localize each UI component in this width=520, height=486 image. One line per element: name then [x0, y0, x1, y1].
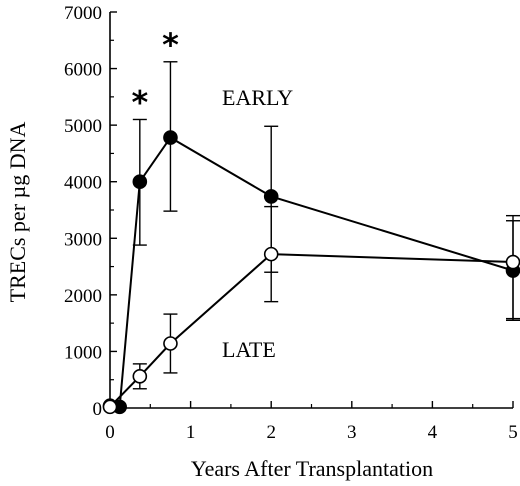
marker-early	[132, 174, 148, 190]
significance-star: *	[162, 26, 179, 64]
x-axis-title: Years After Transplantation	[191, 456, 433, 481]
x-tick-label: 1	[186, 422, 196, 443]
series-label-late: LATE	[222, 337, 276, 362]
y-tick-label: 1000	[64, 342, 102, 363]
marker-late	[263, 246, 279, 262]
y-tick-label: 7000	[64, 3, 102, 24]
y-tick-label: 0	[93, 399, 103, 420]
y-axis-ticks: 0 1000 2000 3000 4000 5000 6000 7000	[64, 3, 117, 420]
annotation-layer: **	[131, 26, 179, 122]
y-tick-label: 3000	[64, 229, 102, 250]
y-tick-label: 5000	[64, 116, 102, 137]
x-tick-label: 3	[347, 422, 357, 443]
marker-late	[163, 336, 178, 351]
y-tick-label: 4000	[64, 173, 102, 194]
series-label-early: EARLY	[222, 85, 293, 110]
x-tick-label: 0	[105, 422, 115, 443]
marker-early	[163, 130, 178, 145]
marker-early	[263, 189, 279, 204]
significance-star: *	[131, 83, 148, 121]
x-tick-label: 5	[508, 422, 518, 443]
marker-late	[505, 254, 520, 270]
x-tick-label: 2	[266, 422, 276, 443]
y-tick-label: 6000	[64, 60, 102, 81]
series-layer	[102, 61, 520, 415]
x-tick-label: 4	[428, 422, 438, 443]
y-tick-label: 2000	[64, 286, 102, 307]
marker-late	[132, 369, 148, 384]
marker-late	[102, 399, 118, 415]
y-axis-title: TRECs per µg DNA	[5, 122, 30, 303]
